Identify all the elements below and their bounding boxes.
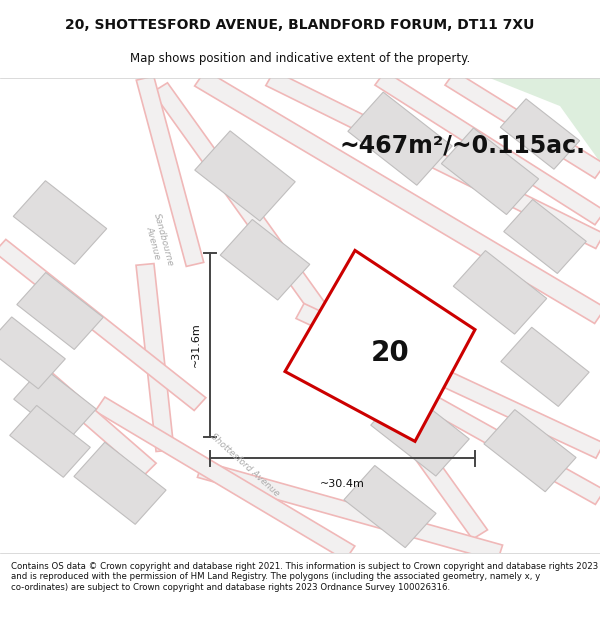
Polygon shape	[13, 181, 107, 264]
Polygon shape	[490, 78, 600, 162]
Polygon shape	[194, 70, 600, 324]
Text: 20: 20	[371, 339, 410, 367]
Polygon shape	[453, 251, 547, 334]
Polygon shape	[152, 82, 487, 539]
Polygon shape	[344, 466, 436, 548]
Polygon shape	[10, 406, 91, 478]
Polygon shape	[346, 351, 600, 504]
Polygon shape	[136, 76, 204, 266]
Polygon shape	[484, 409, 576, 492]
Polygon shape	[266, 71, 600, 249]
Polygon shape	[296, 304, 600, 458]
Text: 20, SHOTTESFORD AVENUE, BLANDFORD FORUM, DT11 7XU: 20, SHOTTESFORD AVENUE, BLANDFORD FORUM,…	[65, 18, 535, 32]
Polygon shape	[371, 388, 469, 476]
Polygon shape	[500, 99, 580, 169]
Polygon shape	[0, 332, 156, 476]
Polygon shape	[220, 219, 310, 300]
Polygon shape	[501, 328, 589, 406]
Polygon shape	[0, 239, 206, 411]
Polygon shape	[197, 461, 503, 561]
Text: ~467m²/~0.115ac.: ~467m²/~0.115ac.	[340, 133, 586, 157]
Polygon shape	[195, 131, 295, 221]
Text: ~31.6m: ~31.6m	[191, 322, 201, 368]
Polygon shape	[348, 92, 452, 185]
Text: Shottesford Avenue: Shottesford Avenue	[209, 431, 281, 498]
Polygon shape	[136, 264, 174, 451]
Polygon shape	[14, 367, 96, 441]
Polygon shape	[445, 71, 600, 178]
Polygon shape	[74, 442, 166, 524]
Text: Sandbourne
Avenue: Sandbourne Avenue	[142, 212, 175, 270]
Polygon shape	[95, 397, 355, 560]
Text: Contains OS data © Crown copyright and database right 2021. This information is : Contains OS data © Crown copyright and d…	[11, 562, 598, 591]
Polygon shape	[17, 272, 103, 349]
Text: ~30.4m: ~30.4m	[320, 479, 365, 489]
Text: Map shows position and indicative extent of the property.: Map shows position and indicative extent…	[130, 52, 470, 65]
Polygon shape	[375, 71, 600, 225]
Polygon shape	[504, 199, 586, 274]
Polygon shape	[0, 317, 65, 389]
Polygon shape	[442, 128, 539, 214]
Polygon shape	[285, 251, 475, 441]
